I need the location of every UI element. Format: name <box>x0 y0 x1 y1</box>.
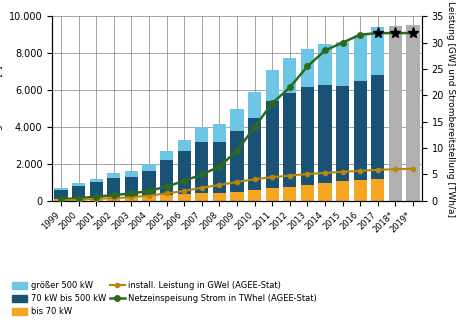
Bar <box>160 160 173 195</box>
Bar <box>319 85 332 183</box>
Bar <box>371 27 384 75</box>
Bar <box>125 197 138 201</box>
Bar <box>72 198 85 201</box>
Bar <box>195 127 209 142</box>
Bar <box>406 25 419 201</box>
Bar <box>354 81 367 179</box>
Bar <box>248 190 261 201</box>
Bar <box>319 44 332 85</box>
Bar <box>142 196 155 201</box>
Bar <box>72 183 85 186</box>
Bar <box>230 191 244 201</box>
Bar <box>301 185 314 201</box>
Bar <box>90 198 103 201</box>
Bar <box>142 164 155 171</box>
Bar <box>389 26 402 201</box>
Bar <box>195 142 209 193</box>
Bar <box>178 140 191 151</box>
Bar <box>230 131 244 191</box>
Bar <box>336 87 349 181</box>
Bar <box>125 171 138 177</box>
Legend: größer 500 kW, 70 kW bis 500 kW, bis 70 kW, install. Leistung in GWel (AGEE-Stat: größer 500 kW, 70 kW bis 500 kW, bis 70 … <box>9 278 320 320</box>
Bar <box>301 87 314 185</box>
Bar <box>90 179 103 182</box>
Bar <box>213 192 226 201</box>
Bar <box>195 193 209 201</box>
Bar <box>213 124 226 142</box>
Bar <box>72 186 85 198</box>
Bar <box>178 151 191 194</box>
Bar <box>283 187 296 201</box>
Bar <box>371 75 384 179</box>
Bar <box>125 177 138 197</box>
Bar <box>107 178 120 197</box>
Bar <box>283 93 296 187</box>
Bar <box>336 181 349 201</box>
Bar <box>265 188 279 201</box>
Bar <box>248 92 261 118</box>
Bar <box>55 190 67 199</box>
Bar <box>55 199 67 201</box>
Bar <box>178 194 191 201</box>
Bar <box>265 101 279 188</box>
Bar <box>213 142 226 192</box>
Y-axis label: Leistung [GW] und Strombereitstellung [TWh/a]: Leistung [GW] und Strombereitstellung [T… <box>446 1 455 216</box>
Bar <box>107 173 120 178</box>
Bar <box>301 49 314 87</box>
Bar <box>283 58 296 93</box>
Y-axis label: Anlagenanzahl [-]: Anlagenanzahl [-] <box>0 65 3 152</box>
Bar <box>371 179 384 201</box>
Bar <box>336 42 349 87</box>
Bar <box>142 171 155 196</box>
Bar <box>160 151 173 160</box>
Bar <box>55 188 67 190</box>
Bar <box>354 35 367 81</box>
Bar <box>319 183 332 201</box>
Bar <box>160 195 173 201</box>
Bar <box>230 109 244 131</box>
Bar <box>354 179 367 201</box>
Bar <box>107 197 120 201</box>
Bar <box>90 182 103 198</box>
Bar <box>265 70 279 101</box>
Bar <box>248 118 261 190</box>
